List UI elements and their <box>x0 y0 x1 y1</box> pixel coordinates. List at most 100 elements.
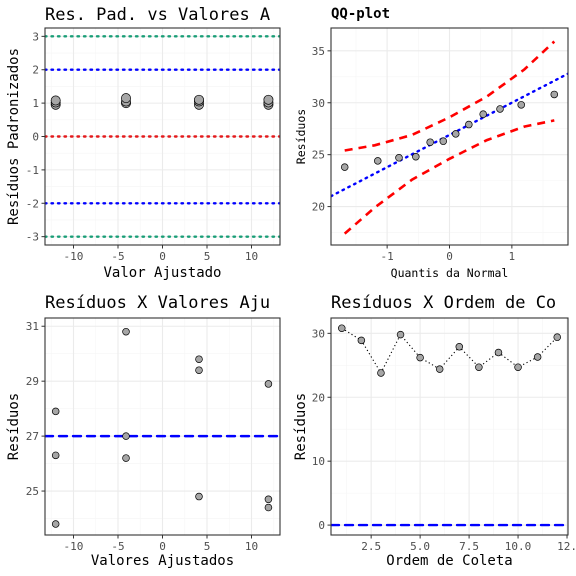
y-tick-label: 1 <box>32 97 39 110</box>
x-tick-label: -5 <box>111 540 124 553</box>
chart-title: QQ-plot <box>331 6 390 22</box>
y-tick-label: 29 <box>26 375 39 388</box>
series-line <box>341 327 558 375</box>
data-point-3 <box>51 520 60 528</box>
data-point-10 <box>514 363 522 371</box>
data-layer <box>45 327 280 528</box>
data-layer <box>331 40 568 235</box>
x-axis-label: Valores Ajustados <box>91 553 234 569</box>
x-tick-label: 0 <box>159 250 166 263</box>
x-tick-label: 1 <box>509 250 516 263</box>
data-point-12 <box>264 503 273 512</box>
data-point-5 <box>416 353 424 362</box>
data-point-6 <box>439 137 448 145</box>
data-point-9 <box>195 492 203 501</box>
chart-panel-3: -10 -5 0 5 10 25 27 29 31 Resíduos X Valores Aju V… <box>6 293 281 569</box>
data-point-7 <box>455 343 464 351</box>
x-tick-label: 0 <box>159 540 166 553</box>
chart-title: Resíduos X Valores Aju <box>45 293 270 313</box>
data-point-6 <box>122 454 130 462</box>
y-tick-label: 2 <box>32 64 39 77</box>
data-point-2 <box>51 451 60 460</box>
data-point-9 <box>194 94 204 105</box>
data-point-11 <box>264 495 273 504</box>
y-tick-label: 25 <box>312 149 325 162</box>
data-point-3 <box>377 369 385 377</box>
chart-title: Resíduos X Ordem de Co <box>331 293 556 313</box>
qq-envelope-lower <box>343 119 555 235</box>
x-tick-label: 5 <box>204 540 211 553</box>
y-tick-label: -3 <box>26 231 39 244</box>
data-point-9 <box>494 348 503 357</box>
data-point-6 <box>121 93 131 104</box>
data-point-3 <box>50 95 61 106</box>
data-point-4 <box>122 327 130 336</box>
data-layer <box>45 35 280 238</box>
data-point-4 <box>412 152 420 161</box>
data-point-8 <box>475 363 483 371</box>
y-tick-label: 3 <box>32 30 39 43</box>
x-axis-label: Valor Ajustado <box>103 265 221 281</box>
grid <box>331 28 568 245</box>
x-tick-label: -1 <box>381 250 394 263</box>
data-point-8 <box>465 120 473 129</box>
y-tick-label: 30 <box>312 327 325 340</box>
chart-panel-2: -1 0 1 20 25 30 35 QQ-plot Quantis da Normal Resí… <box>294 6 569 280</box>
y-axis-label: Resíduos Padronizados <box>6 48 22 225</box>
y-tick-label: 10 <box>312 455 325 468</box>
qq-reference-line <box>331 72 568 198</box>
data-point-3 <box>395 154 403 162</box>
y-tick-label: 20 <box>312 391 325 404</box>
chart-title: Res. Pad. vs Valores A <box>45 5 270 25</box>
x-tick-label: -5 <box>111 250 124 263</box>
data-point-10 <box>496 105 504 113</box>
data-point-5 <box>122 432 130 440</box>
y-tick-label: 0 <box>32 131 39 144</box>
grid <box>45 318 280 535</box>
data-point-1 <box>338 324 346 332</box>
x-tick-label: 10 <box>245 250 258 263</box>
data-point-2 <box>357 336 366 345</box>
x-tick-label: 0 <box>446 250 453 263</box>
data-point-9 <box>479 110 487 118</box>
data-point-10 <box>264 380 273 388</box>
x-axis-label: Ordem de Coleta <box>386 553 512 569</box>
data-point-11 <box>533 353 542 361</box>
x-tick-label: 2.5 <box>361 540 381 553</box>
x-tick-label: -10 <box>64 540 84 553</box>
data-point-6 <box>435 365 444 373</box>
x-axis-label: Quantis da Normal <box>391 266 509 280</box>
data-point-7 <box>451 130 460 138</box>
y-tick-label: 35 <box>312 45 325 58</box>
data-point-12 <box>553 333 561 341</box>
data-point-4 <box>396 330 405 339</box>
data-layer <box>331 324 568 527</box>
x-tick-label: 5 <box>204 250 211 263</box>
x-tick-label: 10.0 <box>505 540 532 553</box>
x-tick-label: 5.0 <box>410 540 430 553</box>
y-tick-label: 27 <box>26 430 39 443</box>
y-axis-label: Resíduos <box>6 393 22 460</box>
x-tick-label: 7.5 <box>459 540 479 553</box>
y-tick-label: 0 <box>318 519 325 532</box>
y-axis-label: Resíduos <box>293 393 309 460</box>
grid <box>331 318 568 535</box>
y-tick-label: -2 <box>26 197 39 210</box>
x-tick-label: 10 <box>245 540 258 553</box>
data-point-5 <box>426 138 434 146</box>
data-point-2 <box>374 157 382 165</box>
panel-border <box>330 317 569 536</box>
data-point-1 <box>51 407 60 416</box>
y-axis-label: Resíduos <box>294 109 308 164</box>
y-tick-label: 30 <box>312 97 325 110</box>
data-point-7 <box>195 355 203 363</box>
y-tick-label: 25 <box>26 485 39 498</box>
data-point-12 <box>263 94 274 105</box>
qq-envelope-upper <box>344 40 556 152</box>
data-point-11 <box>517 101 525 109</box>
y-tick-label: -1 <box>26 164 39 177</box>
chart-panel-4: 2.5 5.0 7.5 10.0 12. 0 10 20 30 Resíduos X Ordem … <box>293 293 576 569</box>
y-tick-label: 31 <box>26 320 39 333</box>
